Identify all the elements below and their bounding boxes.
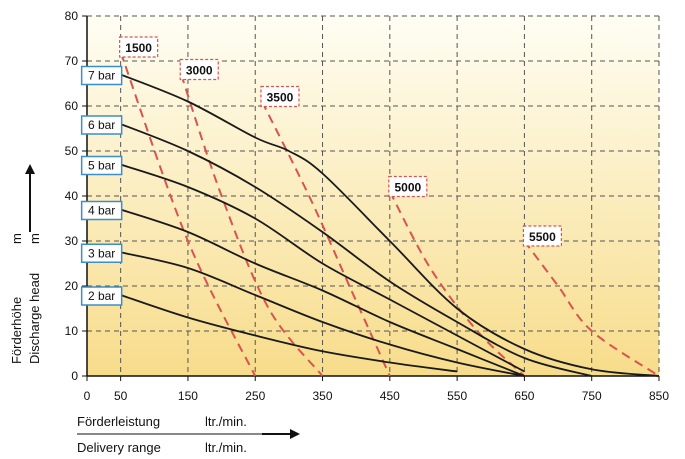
rpm-label-text: 3500 [267, 91, 294, 105]
pressure-label-3-bar: 3 bar [80, 243, 123, 263]
rpm-label-box [119, 36, 159, 58]
pressure-label-7-bar: 7 bar [80, 65, 123, 86]
pressure-label-box [80, 115, 123, 135]
rpm-label-box [260, 85, 300, 108]
rpm-curve-5000 [388, 191, 526, 377]
rpm-curve-3000 [180, 74, 324, 377]
pressure-label-box [80, 286, 123, 306]
rpm-label-5000: 5000 [388, 175, 428, 198]
pressure-curve-6-bar [120, 123, 592, 377]
y-tick-label: 0 [71, 369, 78, 383]
ylabel-de: Förderhöhe [9, 297, 24, 364]
rpm-label-box [522, 225, 563, 247]
pressure-curve-4-bar [120, 208, 525, 377]
xlabel-de: Förderleistung [77, 414, 160, 429]
pressure-label-text: 4 bar [88, 204, 115, 218]
rpm-label-text: 1500 [125, 41, 152, 55]
pressure-label-text: 2 bar [88, 289, 115, 303]
xlabel-unit-en: ltr./min. [205, 440, 247, 455]
x-tick-label: 450 [380, 389, 400, 403]
rpm-label-5500: 5500 [522, 225, 563, 247]
pressure-label-box [80, 243, 123, 263]
rpm-label-text: 5500 [529, 230, 556, 244]
x-tick-label: 350 [313, 389, 333, 403]
x-tick-label: 0 [84, 389, 91, 403]
y-tick-label: 10 [65, 324, 79, 338]
pressure-label-box [80, 200, 123, 221]
pressure-curves [120, 73, 660, 377]
y-tick-label: 50 [65, 144, 79, 158]
rpm-label-1500: 1500 [119, 36, 159, 58]
pressure-label-text: 3 bar [88, 246, 115, 260]
x-tick-label: 50 [114, 389, 128, 403]
pressure-label-box [80, 155, 123, 176]
rpm-curve-5500 [523, 240, 660, 377]
pressure-curve-7-bar [120, 73, 660, 377]
x-tick-label: 650 [514, 389, 534, 403]
rpm-label-box [179, 58, 219, 81]
pressure-label-text: 7 bar [88, 69, 115, 83]
x-tick-label: 550 [447, 389, 467, 403]
y-tick-label: 80 [65, 9, 79, 23]
series-labels: 1500 3000 3500 5000 5500 7 bar 6 bar 5 bar 4 bar… [80, 36, 563, 306]
rpm-label-3000: 3000 [179, 58, 219, 81]
grid [87, 15, 660, 376]
pressure-label-text: 6 bar [88, 118, 115, 132]
pressure-curve-2-bar [120, 294, 458, 373]
y-tick-label: 40 [65, 189, 79, 203]
xlabel-en: Delivery range [77, 440, 161, 455]
xlabel-unit-de: ltr./min. [205, 414, 247, 429]
rpm-curve-1500 [119, 51, 257, 377]
ylabel-unit-en: m [27, 233, 42, 244]
ylabel-unit-de: m [9, 233, 24, 244]
pressure-label-text: 5 bar [88, 159, 115, 173]
x-tick-label: 250 [245, 389, 265, 403]
ylabel-en: Discharge head [27, 273, 42, 364]
pressure-label-6-bar: 6 bar [80, 115, 123, 135]
y-tick-label: 30 [65, 234, 79, 248]
pressure-label-4-bar: 4 bar [80, 200, 123, 221]
x-tick-label: 750 [582, 389, 602, 403]
tick-labels: 0 10 20 30 40 50 60 70 80 0 50 150 250 350 450 550 650 75… [65, 9, 670, 403]
rpm-label-3500: 3500 [260, 85, 300, 108]
pressure-label-5-bar: 5 bar [80, 155, 123, 176]
rpm-label-text: 5000 [394, 181, 421, 195]
y-tick-label: 60 [65, 99, 79, 113]
y-tick-label: 70 [65, 54, 79, 68]
pressure-curve-3-bar [120, 251, 525, 377]
y-tick-label: 20 [65, 279, 79, 293]
pressure-label-2-bar: 2 bar [80, 286, 123, 306]
x-tick-label: 150 [178, 389, 198, 403]
x-tick-label: 850 [649, 389, 669, 403]
rpm-label-text: 3000 [186, 64, 213, 78]
rpm-label-box [388, 175, 428, 198]
pressure-label-box [80, 65, 123, 86]
pressure-curve-5-bar [120, 163, 525, 373]
